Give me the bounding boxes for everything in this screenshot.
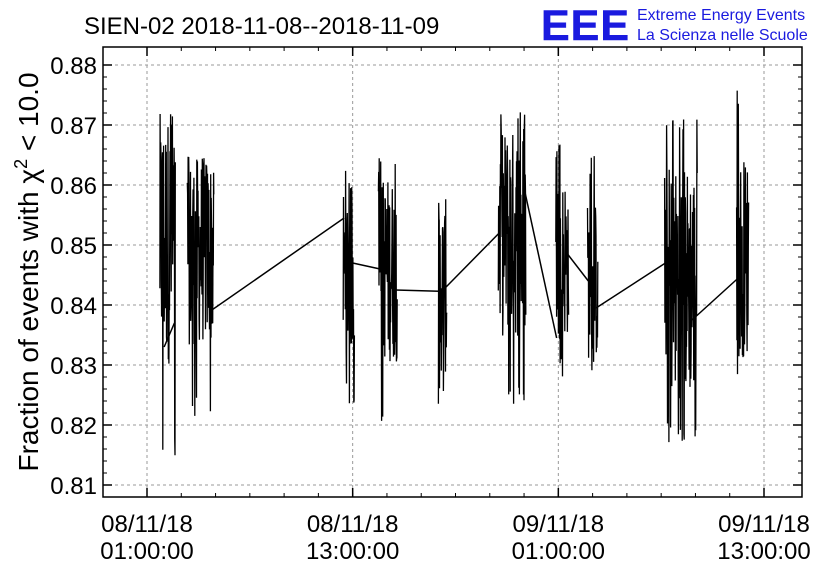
logo-line-1: Extreme Energy Events [637,7,805,24]
y-tick-label: 0.87 [50,113,97,140]
y-tick-label: 0.81 [50,473,97,500]
connector-line-1 [163,322,176,348]
eee-logo-text: EEE [541,2,630,50]
data-segment-3 [342,170,356,404]
connector-line-3 [352,262,381,270]
x-tick-label-time: 01:00:00 [512,538,605,565]
chart-title: SIEN-02 2018-11-08--2018-11-09 [84,13,439,40]
y-tick-label: 0.84 [50,293,97,320]
y-tick-label: 0.86 [50,173,97,200]
connector-line-8 [595,262,666,309]
data-segment-6 [497,112,527,404]
x-tick-label-time: 13:00:00 [306,538,399,565]
x-tick-label-date: 08/11/18 [101,511,193,538]
connector-line-6 [523,187,558,339]
connector-line-2 [209,217,345,312]
x-tick-label-date: 09/11/18 [513,511,605,538]
data-segment-1 [159,113,176,456]
data-segment-4 [377,158,398,421]
y-tick-label: 0.85 [50,233,97,260]
logo-line-2: La Scienza nelle Scuole [637,27,808,44]
y-axis-label: Fraction of events with χ2 < 10.0 [11,72,44,471]
connector-line-5 [445,232,500,288]
y-tick-label: 0.88 [50,53,97,80]
axes [102,46,803,498]
y-tick-labels: 0.81 0.82 0.83 0.84 0.85 0.86 0.87 0.88 [50,53,97,500]
data-segment-2 [186,156,215,416]
y-tick-label: 0.82 [50,413,97,440]
x-tick-label-time: 01:00:00 [100,538,193,565]
data-segment-8 [586,156,599,371]
x-tick-labels: 08/11/1801:00:0008/11/1813:00:0009/11/18… [100,511,810,565]
data-segment-7 [555,144,570,377]
eee-logo: EEE Extreme Energy Events La Scienza nel… [541,2,808,51]
data-segment-5 [437,199,448,404]
x-tick-label-date: 08/11/18 [307,511,399,538]
grid-lines [103,47,802,497]
connector-line-7 [564,250,589,282]
plot-frame [102,46,803,498]
connector-line-9 [691,277,739,321]
x-tick-label-date: 09/11/18 [718,511,810,538]
data-segment-10 [735,90,750,375]
y-tick-label: 0.83 [50,353,97,380]
x-tick-label-time: 13:00:00 [717,538,810,565]
series-line [159,90,750,456]
connector-line-4 [395,289,440,292]
data-segment-9 [663,119,698,443]
